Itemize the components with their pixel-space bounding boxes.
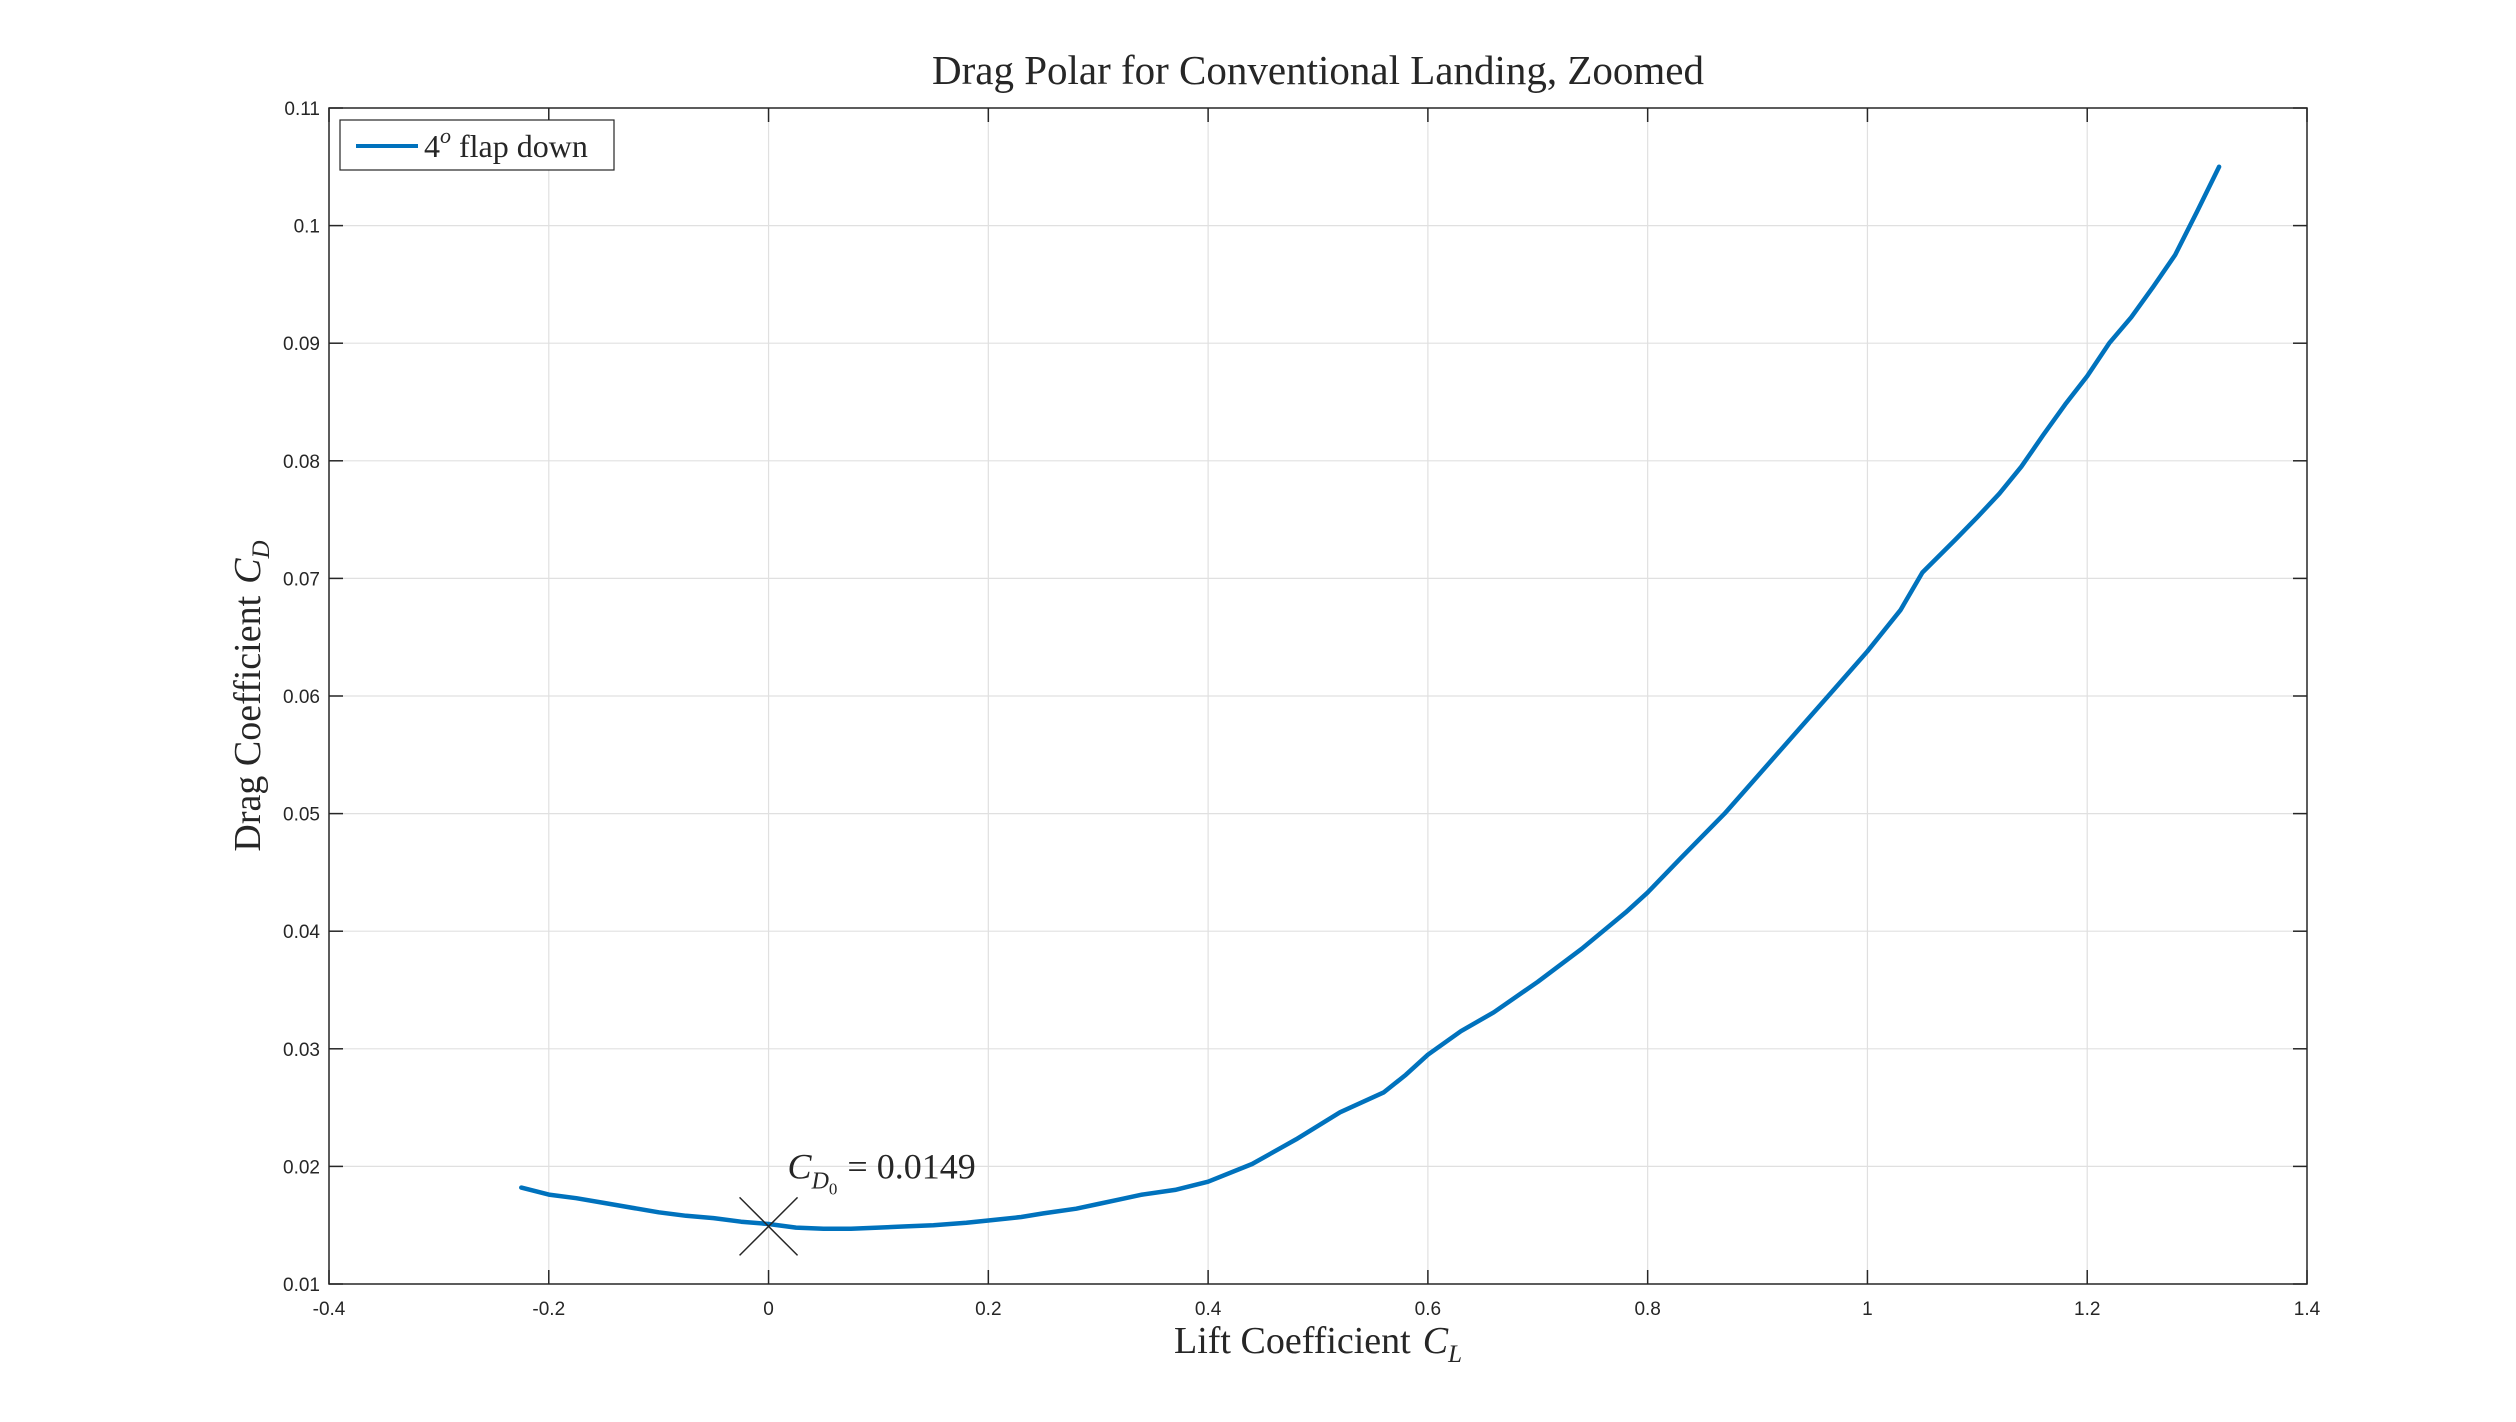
y-axis-label: Drag Coefficient CD — [227, 540, 275, 851]
grid — [329, 108, 2307, 1284]
legend: 4o flap down — [339, 119, 615, 171]
legend-sup: o — [440, 123, 451, 148]
x-tick-label: 0 — [763, 1299, 774, 1320]
axis-ticks — [328, 107, 2308, 1285]
y-tick-label: 0.05 — [283, 805, 320, 826]
cd0-marker-stroke-2 — [739, 1196, 799, 1256]
y-tick-labels: 0.01 0.02 0.03 0.04 0.05 0.06 0.07 0.08 0.09 0.1 0… — [283, 99, 320, 1296]
x-axis-label: Lift Coefficient CL — [1174, 1320, 1462, 1368]
x-tick-label: 0.2 — [975, 1299, 1001, 1320]
y-tick-label: 0.01 — [283, 1275, 320, 1296]
y-tick-label: 0.02 — [283, 1157, 320, 1178]
legend-entry-label: 4o flap down — [424, 123, 588, 164]
cd0-sub: D — [811, 1168, 829, 1194]
series-line-4deg-flap-down — [519, 164, 2222, 1231]
x-tick-label: 0.6 — [1415, 1299, 1441, 1320]
chart-title: Drag Polar for Conventional Landing, Zoo… — [932, 47, 1704, 93]
y-tick-label: 0.11 — [284, 99, 320, 120]
cd0-symbol: C — [788, 1146, 813, 1186]
y-tick-label: 0.03 — [283, 1040, 320, 1061]
legend-base: 4 — [424, 128, 440, 164]
x-tick-labels: -0.4 -0.2 0 0.2 0.4 0.6 0.8 1 1.2 1.4 — [313, 1299, 2321, 1320]
x-tick-label: 1 — [1862, 1299, 1873, 1320]
x-tick-label: -0.2 — [532, 1299, 565, 1320]
cd0-value: = 0.0149 — [847, 1146, 975, 1186]
series-layer — [519, 164, 2222, 1231]
x-tick-label: 0.4 — [1195, 1299, 1222, 1320]
x-axis-label-text: Lift Coefficient — [1174, 1320, 1411, 1362]
y-tick-label: 0.09 — [283, 334, 320, 355]
y-axis-subscript: D — [248, 540, 275, 559]
y-tick-label: 0.08 — [283, 452, 320, 473]
x-tick-label: -0.4 — [313, 1299, 346, 1320]
x-axis-symbol: C — [1423, 1320, 1449, 1362]
y-tick-label: 0.06 — [283, 687, 320, 708]
x-axis-subscript: L — [1447, 1341, 1462, 1368]
y-axis-label-text: Drag Coefficient — [227, 595, 269, 851]
y-tick-label: 0.1 — [294, 217, 320, 238]
cd0-annotation-label: CD0 = 0.0149 — [788, 1146, 976, 1198]
x-tick-label: 0.8 — [1634, 1299, 1660, 1320]
cd0-subsub: 0 — [829, 1179, 838, 1198]
y-axis-symbol: C — [227, 558, 269, 584]
y-tick-label: 0.07 — [283, 569, 320, 590]
legend-rest: flap down — [451, 128, 588, 164]
x-tick-label: 1.2 — [2074, 1299, 2100, 1320]
cd0-annotation: CD0 = 0.0149 — [739, 1146, 976, 1256]
x-tick-label: 1.4 — [2294, 1299, 2321, 1320]
y-tick-label: 0.04 — [283, 922, 320, 943]
